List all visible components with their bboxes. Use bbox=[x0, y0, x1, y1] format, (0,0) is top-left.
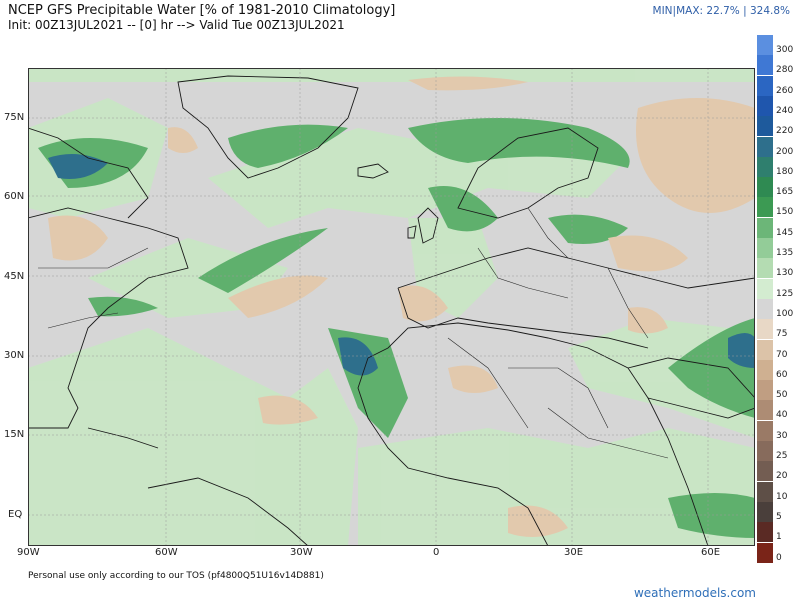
lon-label-0: 0 bbox=[433, 547, 440, 558]
map-frame bbox=[28, 68, 755, 546]
legend-swatch-1 bbox=[757, 522, 773, 543]
legend-swatch-20 bbox=[757, 461, 773, 482]
legend-label-180: 180 bbox=[776, 166, 794, 177]
legend-swatch-125 bbox=[757, 278, 773, 299]
legend-swatch-30 bbox=[757, 420, 773, 441]
legend-swatch-130 bbox=[757, 258, 773, 279]
legend-label-280: 280 bbox=[776, 65, 794, 76]
map-title: NCEP GFS Precipitable Water [% of 1981-2… bbox=[8, 3, 396, 18]
legend-label-260: 260 bbox=[776, 85, 794, 96]
legend-label-60: 60 bbox=[776, 369, 788, 380]
color-scale-legend bbox=[757, 35, 773, 565]
lat-label-30n: 30N bbox=[4, 350, 25, 361]
legend-label-300: 300 bbox=[776, 45, 794, 55]
legend-label-200: 200 bbox=[776, 146, 794, 157]
legend-swatch-0 bbox=[757, 542, 773, 563]
legend-swatch-10 bbox=[757, 481, 773, 502]
legend-label-50: 50 bbox=[776, 390, 788, 401]
lat-label-45n: 45N bbox=[4, 271, 25, 282]
legend-swatch-220 bbox=[757, 116, 773, 137]
legend-swatch-135 bbox=[757, 238, 773, 258]
lat-label-15n: 15N bbox=[4, 429, 25, 440]
legend-swatch-5 bbox=[757, 501, 773, 522]
legend-swatch-145 bbox=[757, 217, 773, 238]
lon-label-30w: 30W bbox=[290, 547, 313, 558]
lon-label-60e: 60E bbox=[701, 547, 721, 558]
legend-swatch-40 bbox=[757, 400, 773, 421]
legend-swatch-150 bbox=[757, 197, 773, 218]
legend-swatch-75 bbox=[757, 319, 773, 340]
legend-label-25: 25 bbox=[776, 451, 788, 461]
coastlines bbox=[28, 75, 755, 546]
legend-swatch-180 bbox=[757, 156, 773, 177]
legend-label-145: 145 bbox=[776, 227, 794, 238]
legend-label-130: 130 bbox=[776, 268, 794, 279]
legend-label-1: 1 bbox=[776, 532, 782, 543]
legend-label-150: 150 bbox=[776, 207, 794, 218]
legend-swatch-25 bbox=[757, 441, 773, 461]
legend-label-135: 135 bbox=[776, 248, 794, 258]
map-canvas bbox=[28, 68, 755, 546]
high-anomaly-cores bbox=[48, 154, 755, 376]
lat-label-eq: EQ bbox=[8, 509, 23, 520]
legend-swatch-280 bbox=[757, 55, 773, 76]
legend-label-5: 5 bbox=[776, 511, 782, 522]
legend-swatch-200 bbox=[757, 136, 773, 157]
legend-swatch-50 bbox=[757, 380, 773, 401]
legend-swatch-60 bbox=[757, 359, 773, 380]
dry-anomaly-patches bbox=[48, 76, 755, 537]
graticule bbox=[28, 68, 755, 546]
legend-swatch-100 bbox=[757, 298, 773, 319]
borders bbox=[38, 207, 669, 459]
legend-swatch-260 bbox=[757, 75, 773, 96]
terms-of-service-note: Personal use only according to our TOS (… bbox=[28, 571, 324, 581]
lat-label-75n: 75N bbox=[4, 112, 25, 123]
legend-swatch-300 bbox=[757, 35, 773, 55]
brand-link[interactable]: weathermodels.com bbox=[633, 586, 756, 600]
legend-swatch-240 bbox=[757, 95, 773, 116]
legend-label-10: 10 bbox=[776, 491, 788, 502]
legend-label-30: 30 bbox=[776, 430, 788, 441]
legend-label-0: 0 bbox=[776, 552, 782, 563]
legend-label-220: 220 bbox=[776, 126, 794, 137]
legend-label-40: 40 bbox=[776, 410, 788, 421]
legend-label-70: 70 bbox=[776, 349, 788, 360]
legend-swatch-70 bbox=[757, 339, 773, 360]
legend-label-165: 165 bbox=[776, 187, 794, 198]
map-subtitle: Init: 00Z13JUL2021 -- [0] hr --> Valid T… bbox=[8, 18, 345, 32]
min-max-readout: MIN|MAX: 22.7% | 324.8% bbox=[652, 5, 790, 17]
legend-swatch-165 bbox=[757, 177, 773, 198]
lon-label-90w: 90W bbox=[17, 547, 40, 558]
legend-label-125: 125 bbox=[776, 288, 794, 299]
lon-label-60w: 60W bbox=[155, 547, 178, 558]
lat-label-60n: 60N bbox=[4, 191, 25, 202]
legend-label-20: 20 bbox=[776, 471, 788, 482]
lon-label-30e: 30E bbox=[564, 547, 584, 558]
precipitable-water-map bbox=[28, 68, 755, 546]
legend-label-75: 75 bbox=[776, 329, 788, 340]
legend-label-100: 100 bbox=[776, 308, 794, 319]
legend-label-240: 240 bbox=[776, 105, 794, 116]
